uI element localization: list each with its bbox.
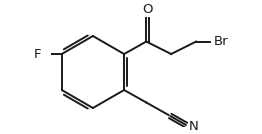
Text: O: O [142, 3, 153, 16]
Text: F: F [34, 48, 41, 61]
Text: N: N [189, 120, 199, 133]
Text: Br: Br [213, 35, 228, 48]
